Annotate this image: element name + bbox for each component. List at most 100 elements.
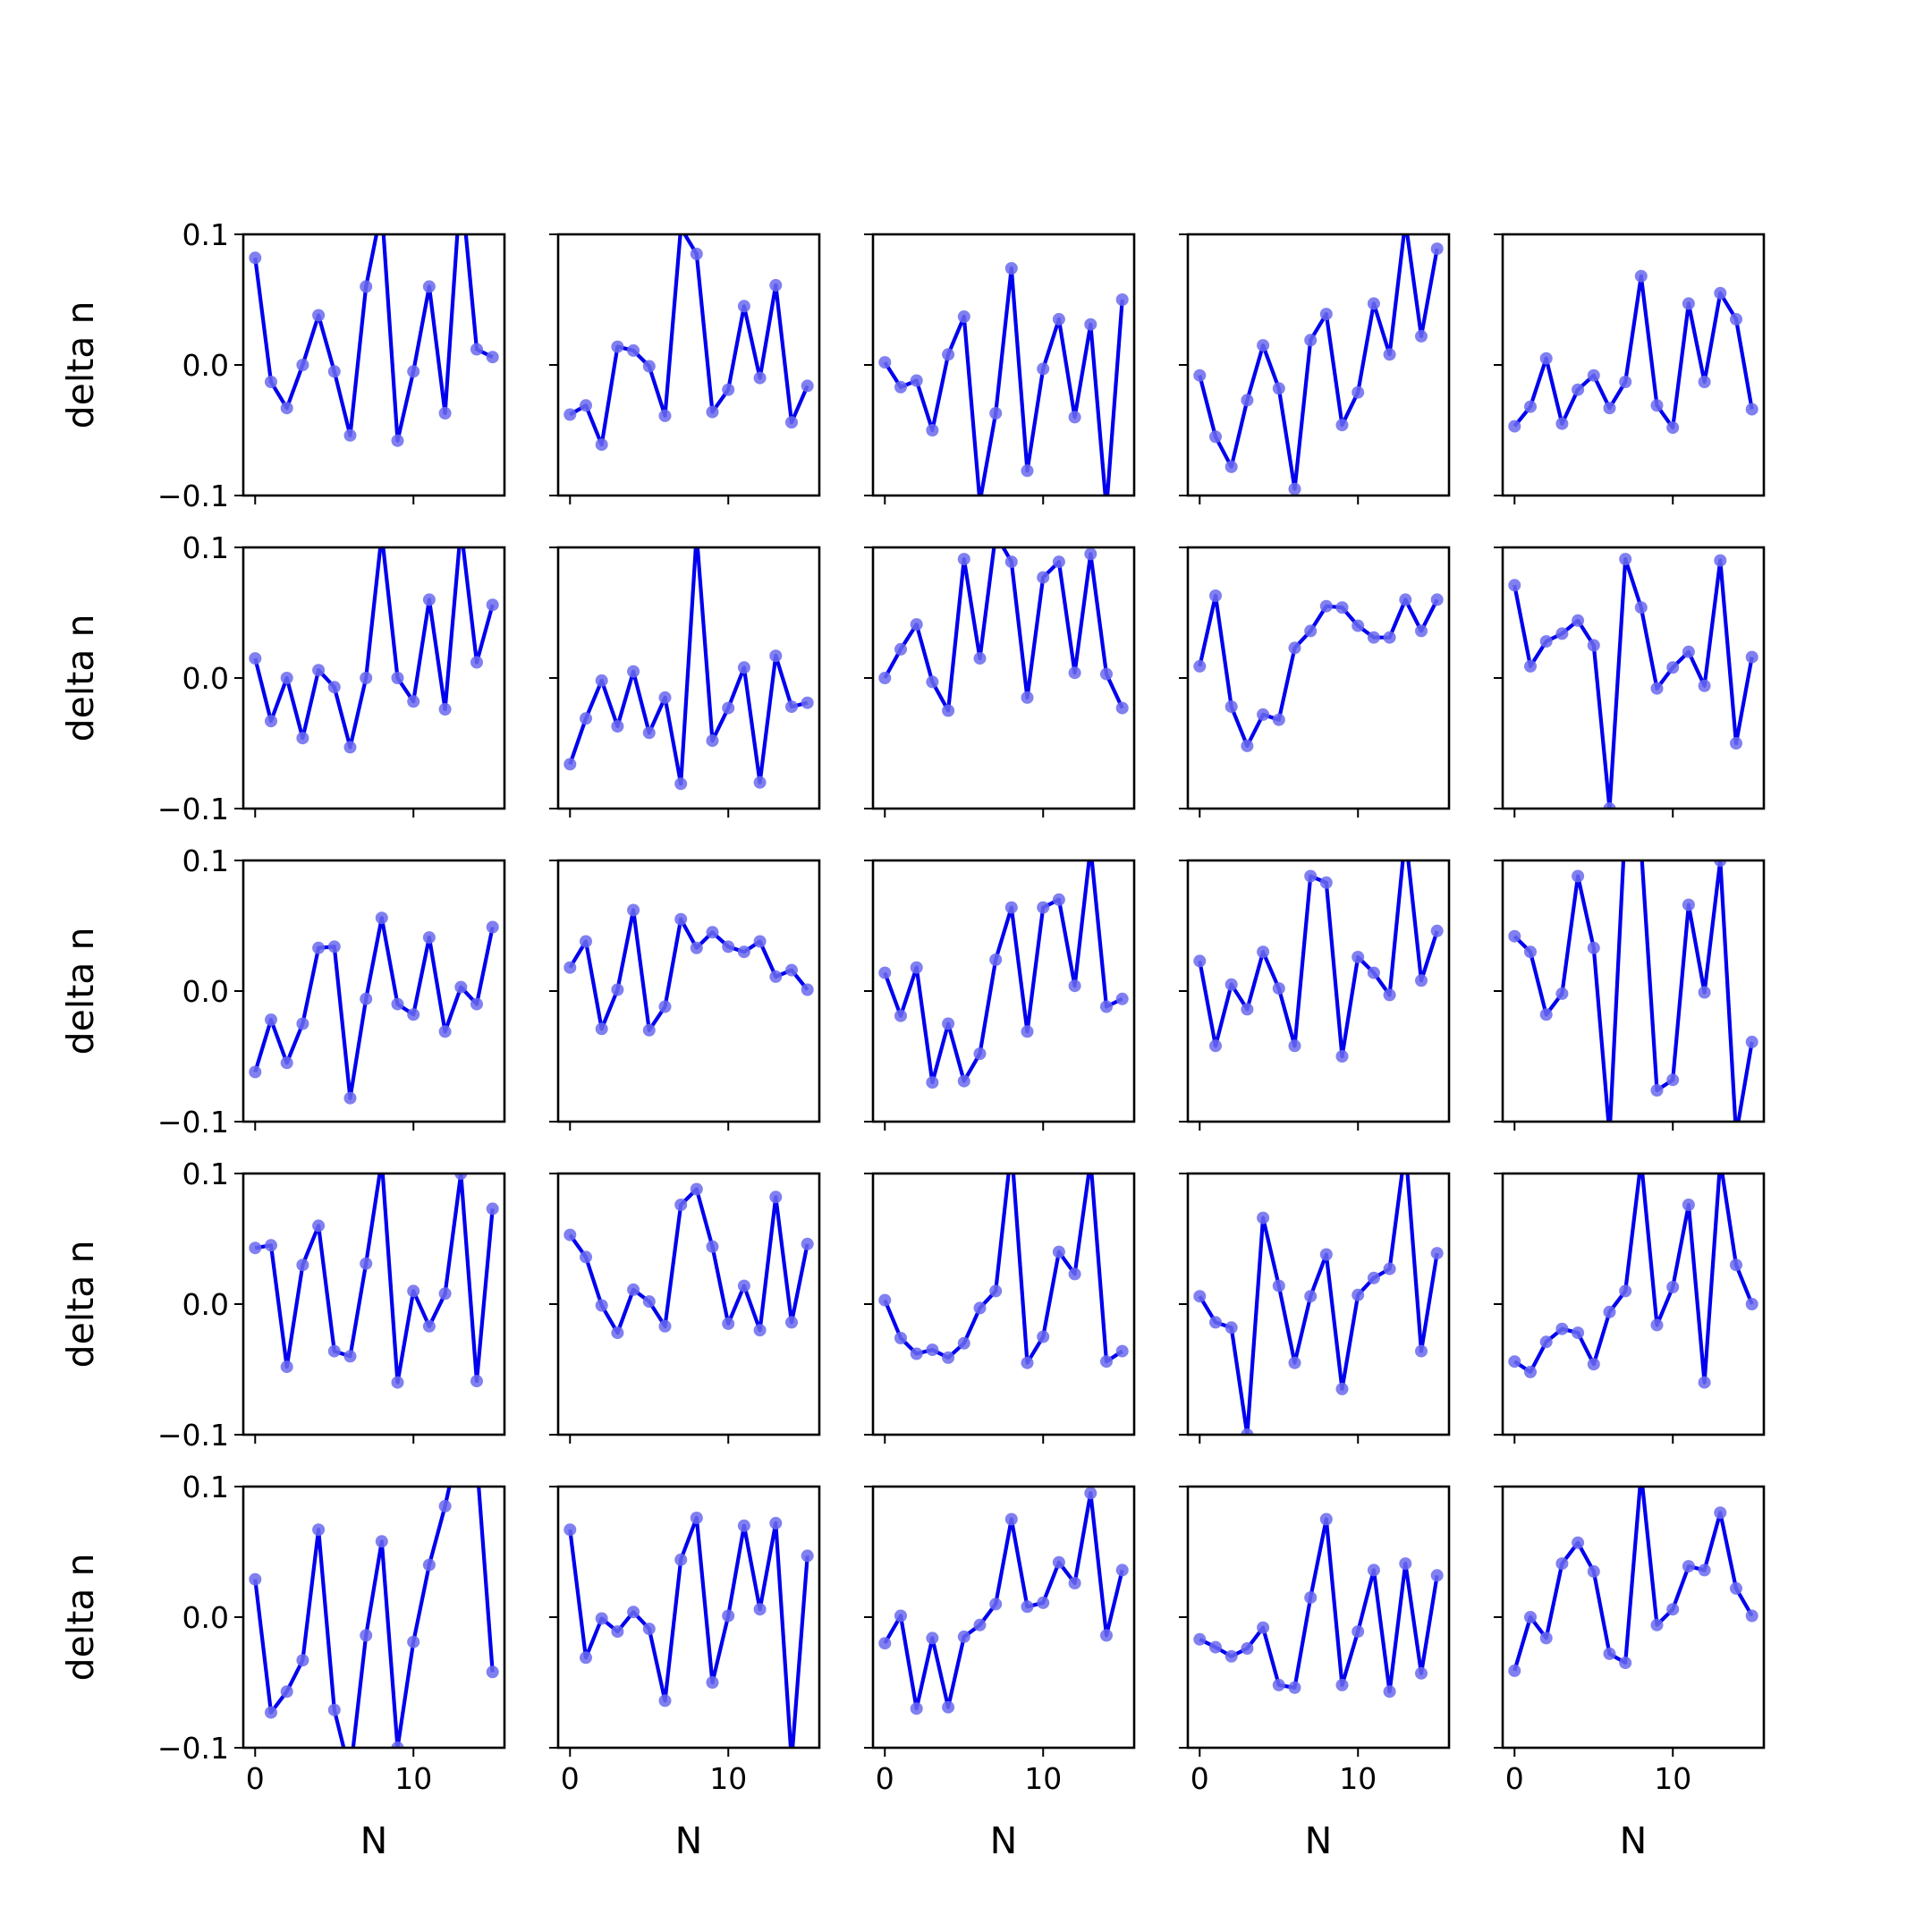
subplot-4-4 <box>1179 1141 1451 1444</box>
data-point <box>926 1076 939 1089</box>
data-point <box>1508 1355 1521 1368</box>
data-point <box>1257 339 1270 352</box>
subplot-3-2 <box>549 859 821 1131</box>
data-point <box>973 1301 987 1315</box>
data-point <box>312 1219 326 1233</box>
subplot-1-2 <box>549 233 821 504</box>
data-point <box>470 1454 483 1467</box>
data-point <box>312 664 326 677</box>
data-point <box>1335 1678 1349 1691</box>
data-point <box>1572 869 1585 883</box>
data-point <box>691 528 703 540</box>
data-point <box>1367 966 1380 979</box>
data-point <box>926 1631 939 1645</box>
data-point <box>785 416 798 429</box>
data-point <box>422 593 436 606</box>
subplot-4-2 <box>549 1172 821 1444</box>
data-point <box>1714 286 1727 300</box>
data-point <box>1650 1084 1664 1097</box>
data-point <box>1698 679 1711 692</box>
y-tick-label: −0.1 <box>157 1105 229 1140</box>
data-point <box>1524 400 1537 413</box>
data-point <box>957 1074 970 1088</box>
data-point <box>343 1350 357 1363</box>
x-tick-label: 10 <box>1654 1761 1691 1796</box>
data-point <box>1335 1382 1349 1395</box>
data-point <box>801 696 814 709</box>
data-point <box>327 1703 341 1716</box>
data-point <box>1524 1365 1537 1378</box>
data-point <box>375 1535 388 1548</box>
data-point <box>706 405 719 419</box>
data-point <box>611 340 624 353</box>
series-line <box>883 1174 1123 1365</box>
data-point <box>1068 666 1081 680</box>
x-axis-label: N <box>360 1819 388 1862</box>
data-point <box>658 1000 672 1013</box>
data-point <box>1539 1008 1553 1021</box>
data-point <box>753 1603 767 1616</box>
series-line <box>1199 1517 1439 1694</box>
data-point <box>706 926 719 939</box>
data-point <box>580 935 592 948</box>
x-tick-label: 10 <box>394 1761 432 1796</box>
x-tick-label: 0 <box>1191 1761 1209 1796</box>
data-point <box>1272 713 1285 726</box>
data-point <box>1383 631 1396 644</box>
data-point <box>249 251 262 265</box>
subplot-5-3: 0 10N <box>864 1485 1136 1862</box>
subplot-4-5 <box>1494 1172 1766 1444</box>
data-point <box>1682 645 1695 658</box>
data-point <box>1572 1326 1585 1340</box>
data-point <box>422 1558 436 1572</box>
data-point <box>470 343 483 356</box>
data-point <box>1115 1344 1129 1358</box>
data-point <box>360 992 373 1005</box>
data-point <box>974 496 987 508</box>
data-point <box>1745 1035 1758 1048</box>
data-point <box>312 309 326 322</box>
data-point <box>1037 1330 1050 1343</box>
data-point <box>1714 554 1727 567</box>
data-point <box>926 675 939 689</box>
data-point <box>1698 986 1711 999</box>
data-point <box>894 1009 907 1022</box>
data-point <box>611 1326 624 1340</box>
data-point <box>454 176 467 189</box>
data-point <box>1539 635 1553 648</box>
data-point <box>580 1651 592 1665</box>
data-point <box>1604 1129 1616 1141</box>
data-point <box>1115 293 1129 306</box>
data-point <box>1304 1591 1318 1605</box>
data-point <box>1257 945 1270 959</box>
data-point <box>769 970 783 983</box>
data-point <box>1272 982 1285 996</box>
data-point <box>1730 312 1742 326</box>
data-point <box>1587 369 1600 382</box>
data-point <box>1352 951 1365 963</box>
data-point <box>296 732 309 745</box>
data-point <box>1399 1141 1411 1154</box>
data-point <box>1004 262 1018 275</box>
subplot-3-4 <box>1179 859 1451 1131</box>
data-point <box>942 1700 955 1714</box>
data-point <box>1634 269 1648 283</box>
subplot-5-1: 0 10 −0.1 0.0 0.1 delta n N <box>59 1454 506 1862</box>
data-point <box>470 997 483 1011</box>
data-point <box>878 356 892 369</box>
data-point <box>1415 624 1428 638</box>
data-point <box>249 1241 262 1255</box>
data-point <box>706 1240 719 1253</box>
data-point <box>1319 599 1333 613</box>
data-point <box>265 1239 277 1252</box>
data-point <box>1352 1625 1365 1639</box>
data-point <box>327 940 341 953</box>
data-point <box>989 407 1003 419</box>
x-tick-label: 0 <box>1505 1761 1524 1796</box>
data-point <box>910 961 923 974</box>
y-tick-label: 0.1 <box>182 1157 229 1191</box>
data-point <box>1666 1281 1680 1293</box>
data-point <box>611 720 624 733</box>
data-point <box>580 712 592 725</box>
